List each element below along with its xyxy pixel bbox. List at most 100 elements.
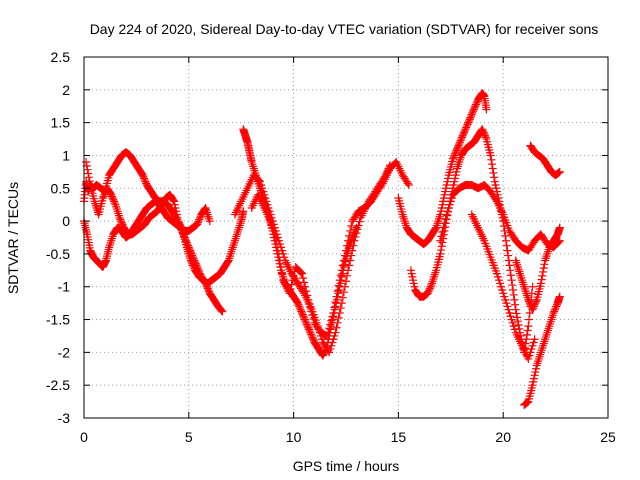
data-point	[354, 221, 363, 230]
data-point	[539, 341, 548, 350]
data-point	[425, 284, 434, 293]
data-point	[218, 307, 227, 316]
data-point	[399, 212, 408, 221]
data-point	[353, 225, 362, 234]
data-point	[107, 192, 116, 201]
data-point	[455, 138, 464, 147]
data-point	[233, 230, 242, 239]
data-point	[110, 199, 119, 208]
data-point	[448, 154, 457, 163]
data-point	[462, 123, 471, 132]
data-point	[288, 276, 297, 285]
data-point	[443, 207, 452, 216]
data-point	[195, 215, 204, 224]
data-point	[530, 371, 539, 380]
data-point	[194, 217, 203, 226]
data-point	[431, 224, 440, 233]
data-point	[305, 299, 314, 308]
data-point	[512, 258, 521, 267]
data-point	[452, 146, 461, 155]
data-point	[189, 263, 198, 272]
data-point	[205, 214, 214, 223]
data-point	[546, 317, 555, 326]
data-point	[440, 219, 449, 228]
y-tick-label: -1	[58, 279, 71, 295]
data-point	[327, 316, 336, 325]
data-point	[423, 289, 432, 298]
data-point	[188, 261, 197, 270]
data-point	[537, 346, 546, 355]
data-point	[548, 311, 557, 320]
data-point	[100, 190, 109, 199]
data-point	[170, 200, 179, 209]
data-point	[497, 282, 506, 291]
data-point	[518, 278, 527, 287]
data-point	[541, 254, 550, 263]
data-point	[332, 323, 341, 332]
data-point	[289, 271, 298, 280]
data-point	[490, 177, 499, 186]
data-point	[528, 381, 537, 390]
data-point	[441, 184, 450, 193]
data-point	[450, 177, 459, 186]
data-point	[339, 288, 348, 297]
data-point	[525, 351, 534, 360]
data-point	[230, 238, 239, 247]
data-point	[273, 243, 282, 252]
data-point	[479, 128, 488, 137]
data-point	[399, 214, 408, 223]
plot-frame	[83, 56, 609, 419]
data-point	[344, 236, 353, 245]
data-point	[272, 236, 281, 245]
data-point	[175, 220, 184, 229]
data-point	[527, 345, 536, 354]
data-point	[522, 330, 531, 339]
data-point	[193, 220, 202, 229]
data-point	[468, 108, 477, 117]
data-point	[309, 314, 318, 323]
data-point	[338, 261, 347, 270]
data-point	[340, 282, 349, 291]
data-point	[457, 133, 466, 142]
data-point	[526, 348, 535, 357]
data-point	[542, 252, 551, 261]
data-point	[525, 315, 534, 324]
data-point	[523, 326, 532, 335]
y-tick-label: -2	[58, 344, 71, 360]
data-point	[338, 269, 347, 278]
data-point	[496, 279, 505, 288]
data-point	[304, 323, 313, 332]
data-point	[548, 313, 557, 322]
data-point	[337, 299, 346, 308]
data-point	[331, 298, 340, 307]
data-point	[482, 105, 491, 114]
data-point	[481, 133, 490, 142]
data-point	[503, 302, 512, 311]
data-point	[99, 192, 108, 201]
data-point	[502, 299, 511, 308]
data-point	[518, 276, 527, 285]
data-point	[338, 293, 347, 302]
data-point	[286, 284, 295, 293]
data-point	[541, 256, 550, 265]
data-point	[336, 271, 345, 280]
data-point	[271, 233, 280, 242]
data-point	[307, 330, 316, 339]
data-point	[438, 228, 447, 237]
y-tick-label: 2	[62, 82, 70, 98]
data-point	[509, 322, 518, 331]
data-point	[107, 190, 116, 199]
data-point	[437, 242, 446, 251]
data-point	[355, 217, 364, 226]
data-point	[537, 275, 546, 284]
y-tick-label: 0.5	[51, 180, 71, 196]
data-point	[113, 207, 122, 216]
data-point	[505, 261, 514, 270]
data-point	[301, 317, 310, 326]
data-point	[543, 326, 552, 335]
data-point	[333, 318, 342, 327]
data-point	[450, 151, 459, 160]
data-point	[248, 160, 257, 169]
data-point	[304, 295, 313, 304]
data-point	[532, 297, 541, 306]
